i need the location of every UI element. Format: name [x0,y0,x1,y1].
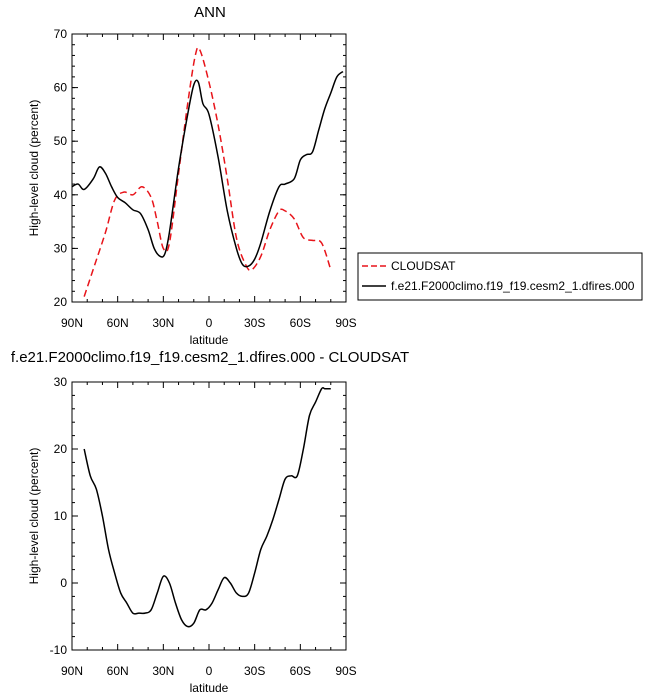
bottom-x-tick-label: 0 [206,664,213,678]
legend: CLOUDSAT f.e21.F2000climo.f19_f19.cesm2_… [357,252,643,301]
bottom-y-tick-label: -10 [50,643,68,657]
top-y-tick-label: 40 [54,188,68,202]
top-axis-ticks: 90N 60N 30N 0 30S 60S 90S 20 30 40 50 60 70 [54,27,357,330]
top-x-tick-label: 0 [206,316,213,330]
bottom-series-line-0 [83,386,331,628]
legend-label-cloudsat: CLOUDSAT [391,259,456,273]
bottom-axis-ticks: 90N 60N 30N 0 30S 60S 90S -10 0 10 20 30 [50,375,357,678]
top-y-tick-label: 30 [54,241,68,255]
top-x-tick-label: 30N [152,316,174,330]
top-x-tick-label: 30S [244,316,265,330]
top-series-line-0 [83,46,332,297]
top-x-tick-label: 90N [61,316,83,330]
bottom-x-tick-label: 30S [244,664,265,678]
top-y-tick-label: 50 [54,134,68,148]
bottom-x-tick-label: 30N [152,664,174,678]
top-x-tick-label: 90S [335,316,356,330]
top-series-line-1 [71,70,344,268]
top-y-tick-label: 20 [54,295,68,309]
bottom-y-tick-label: 10 [54,509,68,523]
bottom-series [83,386,331,628]
bottom-x-tick-label: 90N [61,664,83,678]
top-plot-frame [71,33,347,303]
bottom-y-tick-label: 20 [54,442,68,456]
bottom-y-tick-label: 0 [60,576,67,590]
bottom-x-tick-label: 60S [290,664,311,678]
bottom-y-axis-label: High-level cloud (percent) [27,448,41,585]
top-x-tick-label: 60S [290,316,311,330]
bottom-y-tick-label: 30 [54,375,68,389]
top-series [71,46,344,297]
top-x-axis-label: latitude [190,333,229,347]
bottom-x-axis-label: latitude [190,681,229,695]
bottom-panel: f.e21.F2000climo.f19_f19.cesm2_1.dfires.… [11,349,409,695]
bottom-x-tick-label: 90S [335,664,356,678]
top-y-tick-label: 70 [54,27,68,41]
top-x-tick-label: 60N [107,316,129,330]
legend-label-model: f.e21.F2000climo.f19_f19.cesm2_1.dfires.… [391,279,635,293]
bottom-panel-title: f.e21.F2000climo.f19_f19.cesm2_1.dfires.… [11,349,409,366]
top-y-axis-label: High-level cloud (percent) [27,100,41,237]
top-y-tick-label: 60 [54,81,68,95]
top-panel: ANN 90N 60N 30N 0 30S 60S 90S 20 30 40 50 60 70 lati… [27,4,357,347]
legend-box [357,252,643,301]
bottom-x-tick-label: 60N [107,664,129,678]
bottom-plot-frame [71,381,347,651]
top-panel-title: ANN [194,4,226,21]
